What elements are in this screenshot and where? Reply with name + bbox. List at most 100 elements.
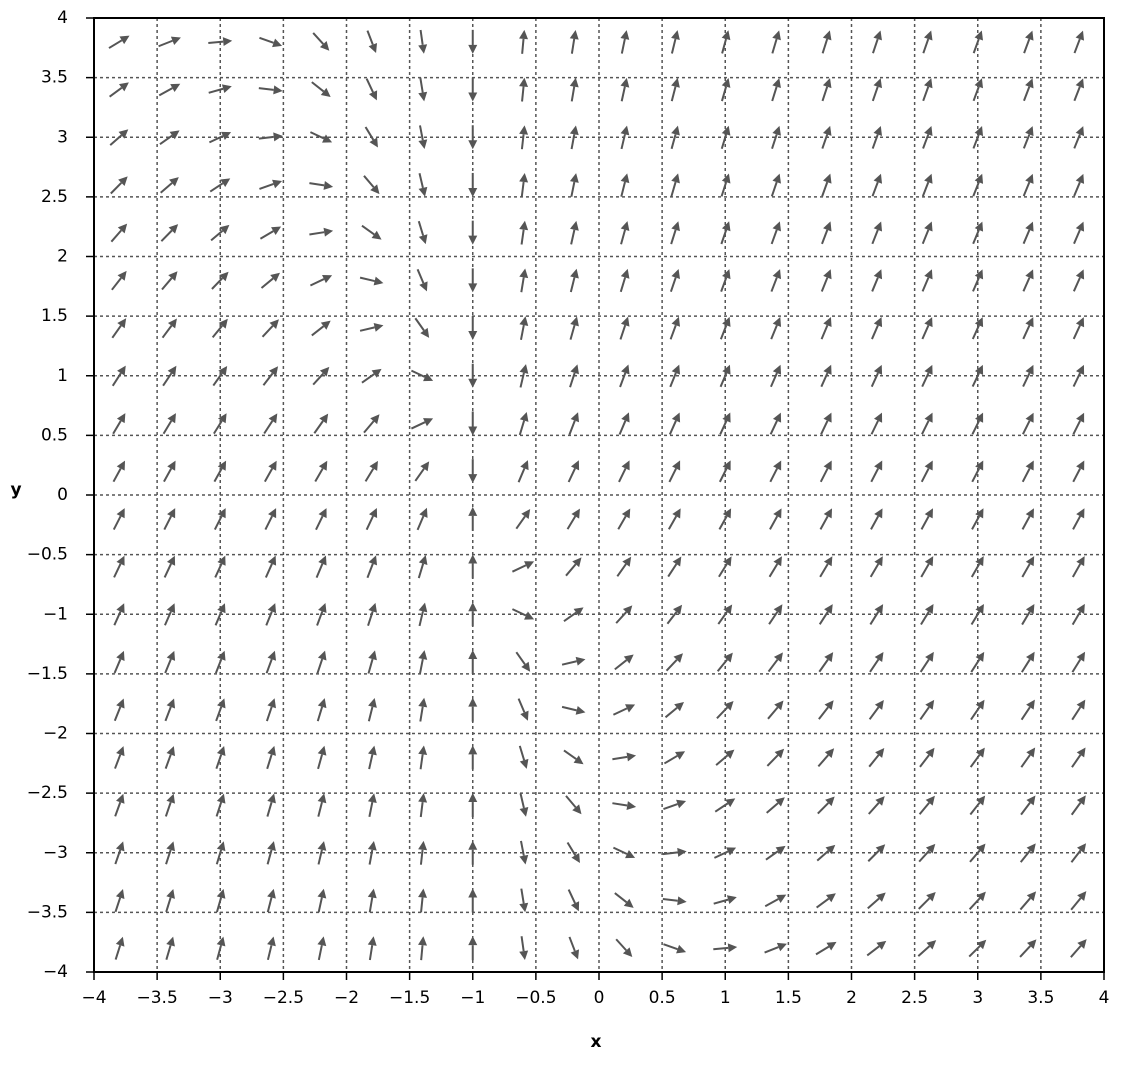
arrow-head	[621, 460, 630, 471]
x-tick-label: 4	[1099, 988, 1110, 1008]
arrow	[569, 268, 579, 293]
arrow-shaft	[819, 515, 829, 530]
arrow-shaft	[969, 754, 981, 768]
arrow	[819, 460, 832, 483]
arrow-shaft	[720, 229, 728, 245]
arrow-shaft	[918, 849, 931, 863]
arrow-head	[1027, 939, 1037, 950]
arrow-head	[468, 649, 478, 659]
arrow-shaft	[820, 420, 829, 435]
arrow-head	[1075, 221, 1085, 232]
arrow	[1020, 795, 1036, 816]
arrow	[563, 749, 584, 765]
arrow-shaft	[1071, 658, 1082, 673]
arrow-head	[167, 365, 177, 376]
arrow	[1022, 364, 1034, 388]
arrow	[113, 555, 125, 578]
arrow-shaft	[970, 563, 981, 578]
arrow-head	[117, 365, 126, 376]
arrow-shaft	[821, 86, 829, 102]
arrow-shaft	[112, 420, 122, 435]
arrow	[110, 223, 128, 243]
arrow-shaft	[316, 706, 324, 722]
arrow-shaft	[972, 181, 980, 197]
arrow	[867, 844, 886, 862]
arrow	[767, 652, 783, 673]
arrow-head	[772, 269, 782, 280]
arrow	[266, 745, 276, 770]
arrow-head	[622, 947, 633, 958]
arrow	[367, 840, 377, 865]
arrow-shaft	[518, 745, 526, 761]
arrow-shaft	[1071, 563, 1082, 578]
arrow-shaft	[364, 468, 375, 482]
arrow-shaft	[368, 801, 374, 818]
arrow	[1073, 30, 1085, 54]
arrow-shaft	[1021, 563, 1031, 578]
arrow-shaft	[367, 611, 374, 626]
arrow	[1071, 651, 1086, 673]
arrow-shaft	[768, 611, 779, 625]
arrow-head	[823, 173, 832, 184]
arrow-head	[925, 651, 934, 662]
arrow-head	[468, 697, 478, 707]
arrow-shaft	[667, 563, 678, 578]
arrow-shaft	[665, 659, 678, 672]
arrow	[215, 745, 226, 770]
arrow	[265, 603, 277, 626]
y-tick-label: −0.5	[27, 545, 68, 565]
arrow-head	[418, 602, 428, 613]
arrow-head	[671, 173, 680, 184]
arrow-shaft	[921, 420, 930, 435]
arrow-head	[423, 372, 434, 382]
arrow	[114, 746, 125, 769]
arrow	[264, 508, 277, 531]
arrow-head	[727, 943, 738, 953]
arrow-shaft	[620, 181, 626, 197]
arrow-head	[620, 173, 630, 184]
arrow-head	[524, 611, 535, 620]
arrow-shaft	[668, 468, 677, 483]
arrow-shaft	[164, 658, 172, 674]
arrow-head	[823, 556, 833, 567]
arrow	[366, 555, 378, 579]
arrow-head	[569, 77, 579, 88]
arrow	[109, 82, 129, 98]
arrow-shaft	[215, 706, 223, 722]
arrow-head	[420, 461, 430, 472]
arrow-head	[167, 460, 176, 471]
x-tick-label: 2	[846, 988, 857, 1008]
arrow	[720, 125, 731, 150]
arrow-shaft	[666, 611, 678, 625]
arrow-shaft	[162, 420, 173, 435]
arrow	[210, 224, 230, 242]
arrow	[561, 705, 586, 715]
arrow-head	[671, 30, 680, 40]
arrow-shaft	[418, 125, 424, 141]
arrow	[569, 77, 579, 102]
arrow	[972, 221, 984, 245]
arrow-shaft	[721, 38, 728, 54]
arrow	[614, 654, 634, 671]
arrow-shaft	[317, 897, 323, 913]
arrow-shaft	[1023, 38, 1031, 54]
arrow	[867, 892, 886, 910]
arrow-head	[1076, 603, 1085, 614]
arrow-shaft	[818, 658, 829, 673]
arrow-head	[220, 178, 231, 188]
arrow-shaft	[258, 135, 274, 140]
arrow-shaft	[569, 372, 576, 388]
arrow	[1071, 603, 1085, 626]
arrow	[819, 556, 833, 578]
arrow-head	[272, 38, 283, 48]
arrow-shaft	[211, 277, 224, 290]
arrow-shaft	[970, 658, 981, 673]
arrow-head	[519, 316, 529, 326]
arrow-shaft	[769, 420, 778, 435]
arrow-head	[115, 889, 125, 900]
arrow-head	[267, 650, 277, 661]
arrow-head	[116, 508, 125, 519]
arrow	[667, 508, 681, 530]
arrow-head	[824, 604, 833, 615]
arrow	[972, 30, 983, 54]
